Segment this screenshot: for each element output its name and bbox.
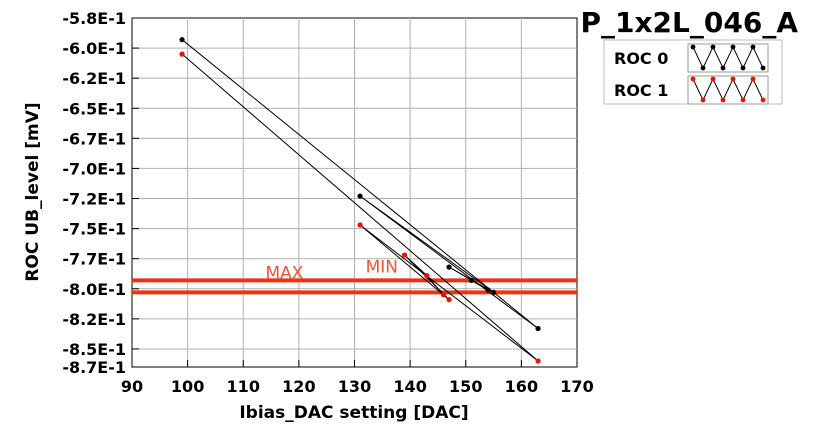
legend-marker-roc0 (750, 44, 756, 50)
legend-label-roc1: ROC 1 (614, 81, 668, 100)
y-tick-label: -8.7E-1 (62, 358, 126, 377)
x-tick-label: 100 (171, 377, 204, 396)
legend-marker-roc1 (690, 76, 696, 82)
x-tick-labels: 90 100 110 120 130 140 150 160 170 (121, 377, 594, 396)
legend-marker-roc1 (750, 76, 756, 82)
legend-marker-roc1 (700, 97, 706, 103)
limit-label-min: MIN (366, 257, 398, 277)
x-tick-label: 130 (338, 377, 371, 396)
data-point-roc0 (179, 37, 185, 43)
y-tick-label: -8.0E-1 (62, 280, 126, 299)
limits-layer: MAX MIN (132, 257, 577, 295)
y-tick-labels: -5.8E-1 -6.0E-1 -6.2E-1 -6.5E-1 -6.7E-1 -7.0E… (62, 9, 126, 377)
x-tick-label: 120 (282, 377, 315, 396)
legend-marker-roc0 (720, 65, 726, 71)
data-point-roc0 (535, 325, 541, 332)
data-point-roc1 (446, 297, 452, 303)
y-tick-label: -7.5E-1 (62, 220, 126, 239)
legend: ROC 0 ROC 1 (603, 39, 783, 105)
x-tick-label: 170 (560, 377, 593, 396)
chart-title: P_1x2L_046_A (580, 6, 798, 39)
y-tick-label: -7.0E-1 (62, 159, 126, 178)
legend-line-roc1 (692, 77, 764, 102)
legend-marker-roc0 (690, 44, 696, 50)
legend-label-roc0: ROC 0 (614, 49, 668, 68)
y-tick-label: -6.7E-1 (62, 129, 126, 148)
data-point-roc1 (440, 292, 447, 298)
data-point-roc1 (357, 222, 363, 228)
legend-marker-roc1 (740, 97, 746, 103)
y-tick-label: -5.8E-1 (62, 9, 126, 28)
y-tick-label: -8.5E-1 (62, 340, 126, 359)
y-tick-label: -6.5E-1 (62, 99, 126, 118)
legend-marker-roc1 (730, 76, 736, 82)
data-point-roc1 (424, 272, 430, 279)
data-point-roc0 (490, 289, 497, 295)
x-tick-label: 110 (227, 377, 260, 396)
data-point-roc0 (468, 277, 474, 283)
y-axis-title: ROC UB_level [mV] (23, 102, 43, 281)
limit-label-max: MAX (266, 263, 304, 283)
x-tick-label: 160 (505, 377, 538, 396)
y-tick-label: -7.2E-1 (62, 190, 126, 209)
x-tick-label: 90 (121, 377, 143, 396)
y-tick-label: -7.7E-1 (62, 250, 126, 269)
data-point-roc1 (401, 252, 408, 258)
data-point-roc1 (535, 358, 541, 364)
data-point-roc0 (446, 264, 452, 270)
x-tick-label: 140 (393, 377, 426, 396)
legend-marker-roc0 (710, 44, 716, 50)
legend-line-roc0 (692, 45, 764, 70)
legend-marker-roc0 (760, 65, 766, 71)
legend-marker-roc1 (720, 97, 726, 103)
x-tick-label: 150 (449, 377, 482, 396)
grid-layer (131, 17, 578, 368)
data-point-roc0 (485, 287, 491, 293)
legend-marker-roc0 (740, 65, 746, 71)
y-tick-label: -6.2E-1 (62, 69, 126, 88)
legend-marker-roc0 (730, 44, 736, 50)
x-axis-title: Ibias_DAC setting [DAC] (239, 403, 468, 423)
data-point-roc0 (357, 193, 363, 199)
y-tick-label: -8.2E-1 (62, 310, 126, 329)
legend-marker-roc0 (700, 65, 706, 71)
legend-marker-roc1 (710, 76, 716, 82)
y-tick-label: -6.0E-1 (62, 39, 126, 58)
data-point-roc1 (179, 51, 185, 57)
series-points-layer (179, 37, 541, 364)
legend-marker-roc1 (760, 97, 766, 103)
